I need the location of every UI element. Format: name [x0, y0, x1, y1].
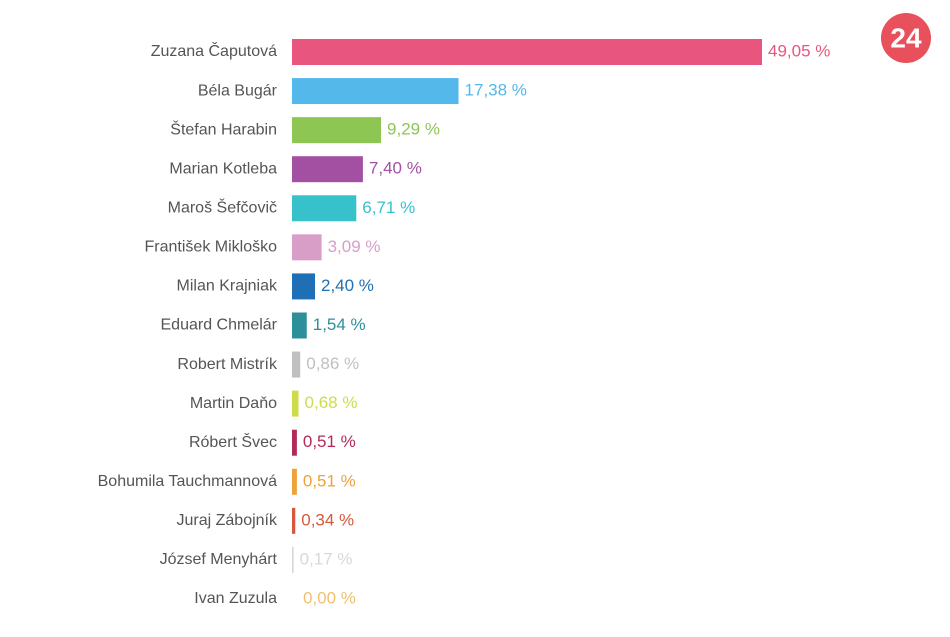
value-label: 0,34 %	[301, 510, 354, 529]
category-label: Martin Daňo	[190, 395, 277, 412]
bar	[292, 273, 315, 300]
bar	[292, 156, 363, 183]
value-label: 0,51 %	[303, 432, 356, 451]
bar	[292, 429, 297, 456]
bar	[292, 78, 459, 105]
value-label: 7,40 %	[369, 159, 422, 178]
bar	[292, 351, 301, 378]
value-label: 17,38 %	[465, 81, 527, 100]
value-label: 2,40 %	[321, 276, 374, 295]
category-label: Ivan Zuzula	[194, 590, 277, 607]
value-label: 0,17 %	[300, 549, 353, 568]
value-label: 6,71 %	[362, 198, 415, 217]
bar	[292, 546, 294, 573]
category-label: Maroš Šefčovič	[168, 197, 277, 216]
category-label: Marian Kotleba	[169, 160, 277, 177]
category-label: Zuzana Čaputová	[151, 41, 277, 60]
bar	[292, 234, 322, 261]
bar	[292, 468, 297, 495]
bar	[292, 39, 762, 65]
logo: 24	[890, 22, 922, 53]
logo-badge	[881, 13, 931, 63]
category-label: Milan Krajniak	[177, 278, 278, 295]
value-label: 0,00 %	[303, 588, 356, 607]
value-label: 9,29 %	[387, 120, 440, 139]
bar	[292, 117, 382, 144]
bar	[292, 312, 307, 339]
category-label: Eduard Chmelár	[161, 317, 278, 334]
bar	[292, 507, 296, 534]
value-label: 0,68 %	[305, 393, 358, 412]
bar	[292, 195, 357, 222]
category-label: Róbert Švec	[189, 432, 277, 451]
category-label: József Menyhárt	[160, 551, 278, 568]
category-label: Juraj Zábojník	[177, 512, 278, 529]
value-label: 49,05 %	[768, 41, 830, 60]
value-label: 0,51 %	[303, 471, 356, 490]
category-label: František Mikloško	[145, 239, 278, 256]
value-label: 3,09 %	[328, 237, 381, 256]
value-label: 0,86 %	[306, 354, 359, 373]
bar	[292, 390, 299, 417]
category-label: Béla Bugár	[198, 82, 278, 99]
category-label: Bohumila Tauchmannová	[98, 473, 277, 490]
category-label: Robert Mistrík	[177, 356, 278, 373]
category-label: Štefan Harabin	[170, 119, 277, 138]
value-label: 1,54 %	[313, 315, 366, 334]
